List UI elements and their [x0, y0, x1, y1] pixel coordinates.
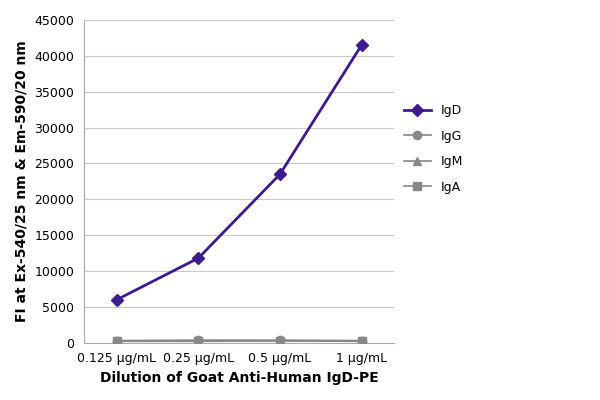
IgM	[358, 339, 365, 344]
IgG	[195, 338, 202, 343]
IgD	[358, 43, 365, 48]
Y-axis label: FI at Ex-540/25 nm & Em-590/20 nm: FI at Ex-540/25 nm & Em-590/20 nm	[15, 40, 29, 322]
IgD	[113, 297, 121, 302]
IgM	[113, 339, 121, 344]
X-axis label: Dilution of Goat Anti-Human IgD-PE: Dilution of Goat Anti-Human IgD-PE	[100, 371, 379, 385]
IgG	[113, 338, 121, 343]
Line: IgD: IgD	[113, 41, 366, 304]
IgA	[113, 338, 121, 343]
Line: IgG: IgG	[113, 336, 366, 345]
IgA	[277, 338, 284, 343]
IgG	[277, 338, 284, 343]
IgG	[358, 338, 365, 343]
IgA	[195, 338, 202, 343]
Line: IgM: IgM	[113, 337, 366, 346]
IgD	[195, 256, 202, 260]
IgA	[358, 338, 365, 343]
IgM	[277, 338, 284, 343]
IgD	[277, 172, 284, 176]
IgM	[195, 339, 202, 344]
Line: IgA: IgA	[113, 336, 366, 345]
Legend: IgD, IgG, IgM, IgA: IgD, IgG, IgM, IgA	[404, 104, 463, 194]
